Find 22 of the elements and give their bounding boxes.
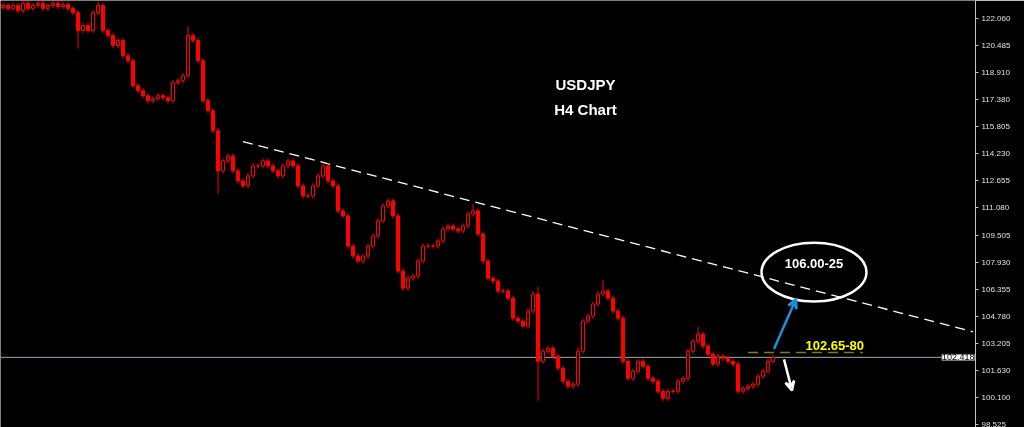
- y-tick-label: 122.060: [981, 14, 1011, 24]
- text: USDJPY: [555, 75, 616, 93]
- candlestick: [426, 242, 430, 250]
- text: H4 Chart: [554, 100, 617, 118]
- y-tick-label: 112.655: [981, 176, 1011, 186]
- y-tick-label: 98.525: [981, 419, 1007, 427]
- y-tick-label: 107.930: [981, 257, 1011, 267]
- y-tick-label: 109.505: [981, 230, 1011, 240]
- y-tick-label: 118.910: [981, 68, 1011, 78]
- y-tick-label: 114.230: [981, 149, 1011, 159]
- y-tick-label: 120.485: [981, 41, 1011, 51]
- y-tick-label: 100.100: [981, 392, 1011, 402]
- y-tick-label: 103.205: [981, 339, 1011, 349]
- y-tick-label: 115.805: [981, 121, 1011, 131]
- y-tick-label: 106.355: [981, 284, 1011, 294]
- y-tick-label: 104.780: [981, 312, 1011, 322]
- ref-line-label: 102.418: [941, 352, 975, 363]
- annotation: 102.65-80: [805, 337, 865, 353]
- annotation: 106.00-25: [784, 256, 844, 272]
- y-tick-label: 101.630: [981, 366, 1011, 376]
- y-tick-label: 117.380: [981, 94, 1011, 104]
- y-tick-label: 111.080: [981, 203, 1010, 213]
